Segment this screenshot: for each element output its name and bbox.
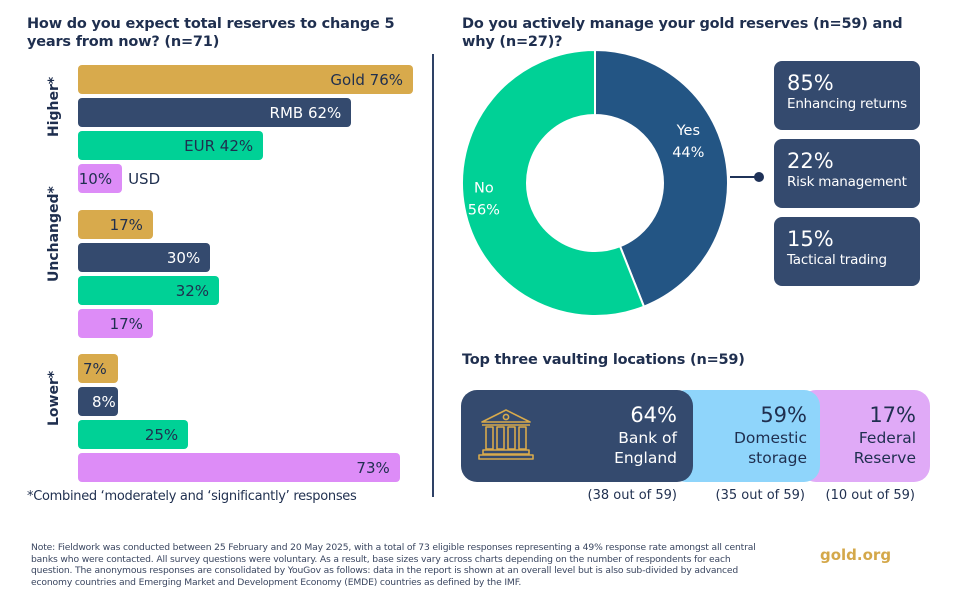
group-label-higher: Higher* xyxy=(46,76,62,137)
bar-value-label: 7% xyxy=(83,359,107,378)
vault-segment-domestic-storage xyxy=(670,390,820,482)
reason-card-enhancing-returns: 85% Enhancing returns xyxy=(774,61,920,130)
vault-pct: 59% xyxy=(760,403,807,427)
reason-label: Tactical trading xyxy=(787,252,887,268)
vault-count-federal-reserve: (10 out of 59) xyxy=(825,488,915,503)
bar-series-label-usd: USD xyxy=(128,170,161,188)
vault-segment-bank-of-england xyxy=(461,390,693,482)
reason-pct: 15% xyxy=(787,227,834,251)
bar-eur-unchanged: 32% xyxy=(78,276,220,305)
vault-count-domestic-storage: (35 out of 59) xyxy=(715,488,805,503)
bank-building-icon xyxy=(478,409,534,460)
bar-gold-lower: 7% xyxy=(78,354,118,383)
bar-value-label: RMB 62% xyxy=(269,103,342,122)
group-label-lower: Lower* xyxy=(46,370,62,426)
vault-name-line1: Domestic xyxy=(733,429,807,447)
vault-name-line2: England xyxy=(614,449,677,467)
vault-count-bank-of-england: (38 out of 59) xyxy=(587,488,677,503)
connector-line xyxy=(730,176,760,178)
bar-usd-higher: 10% xyxy=(78,164,123,193)
bar-value-label: 10% xyxy=(78,169,113,188)
bar-gold-unchanged: 17% xyxy=(78,210,153,239)
vault-name-line1: Bank of xyxy=(618,429,677,447)
bar-value-label: 17% xyxy=(109,215,143,234)
donut-chart-title: Do you actively manage your gold reserve… xyxy=(462,16,903,50)
donut-label-no-name: No xyxy=(474,181,494,197)
vault-segment-federal-reserve xyxy=(800,390,930,482)
vault-pct: 64% xyxy=(630,403,677,427)
bar-value-label: 17% xyxy=(109,314,143,333)
vault-name-line1: Federal xyxy=(858,429,916,447)
bar-rmb-higher: RMB 62% xyxy=(78,98,352,127)
vault-label-domestic-storage: 59% Domestic storage xyxy=(734,402,807,468)
bar-eur-lower: 25% xyxy=(78,420,189,449)
reserves-bar-chart: Higher* Gold 76% RMB 62% EUR 42% 10% USD Uncha… xyxy=(0,0,430,520)
bar-usd-lower: 73% xyxy=(78,453,400,482)
bar-value-label: 73% xyxy=(356,458,390,477)
reason-pct: 85% xyxy=(787,71,834,95)
vault-label-federal-reserve: 17% Federal Reserve xyxy=(854,402,916,468)
reason-label: Enhancing returns xyxy=(787,96,907,112)
bar-value-label: EUR 42% xyxy=(184,136,254,155)
vault-name-line2: storage xyxy=(748,449,807,467)
bar-eur-higher: EUR 42% xyxy=(78,131,264,160)
bar-value-label: 8% xyxy=(92,392,116,411)
bar-chart-footnote: *Combined ‘moderately and ‘significantly… xyxy=(27,489,357,504)
reason-card-tactical-trading: 15% Tactical trading xyxy=(774,217,920,286)
vault-section-title: Top three vaulting locations (n=59) xyxy=(462,352,745,368)
reason-card-risk-management: 22% Risk management xyxy=(774,139,920,208)
bar-value-label: 30% xyxy=(166,248,201,267)
vault-name-line2: Reserve xyxy=(853,449,916,467)
donut-label-no-value: 56% xyxy=(468,203,500,219)
bar-chart-title: How do you expect total reserves to chan… xyxy=(27,16,395,50)
donut-label-yes-name: Yes xyxy=(676,123,700,139)
bar-gold-higher: Gold 76% xyxy=(78,65,413,94)
donut-slice-yes xyxy=(594,48,729,308)
vault-label-bank-of-england: 64% Bank of England xyxy=(614,402,677,468)
vault-pct: 17% xyxy=(869,403,916,427)
bar-value-label: Gold 76% xyxy=(330,70,403,89)
bar-usd-unchanged: 17% xyxy=(78,309,153,338)
donut-label-yes-value: 44% xyxy=(672,145,704,161)
reason-pct: 22% xyxy=(787,149,834,173)
bar-value-label: 32% xyxy=(175,281,210,300)
donut-slice-no xyxy=(461,48,646,317)
brand-link[interactable]: gold.org xyxy=(820,546,892,564)
methodology-note: Note: Fieldwork was conducted between 25… xyxy=(31,542,756,588)
bar-rmb-lower: 8% xyxy=(78,387,118,416)
bar-rmb-unchanged: 30% xyxy=(78,243,211,272)
bar-value-label: 25% xyxy=(144,425,179,444)
reason-label: Risk management xyxy=(787,174,907,190)
section-divider xyxy=(432,54,434,497)
group-label-unchanged: Unchanged* xyxy=(46,186,62,282)
connector-dot xyxy=(754,172,764,182)
gold-management-donut: Yes 44% No 56% xyxy=(461,48,729,317)
